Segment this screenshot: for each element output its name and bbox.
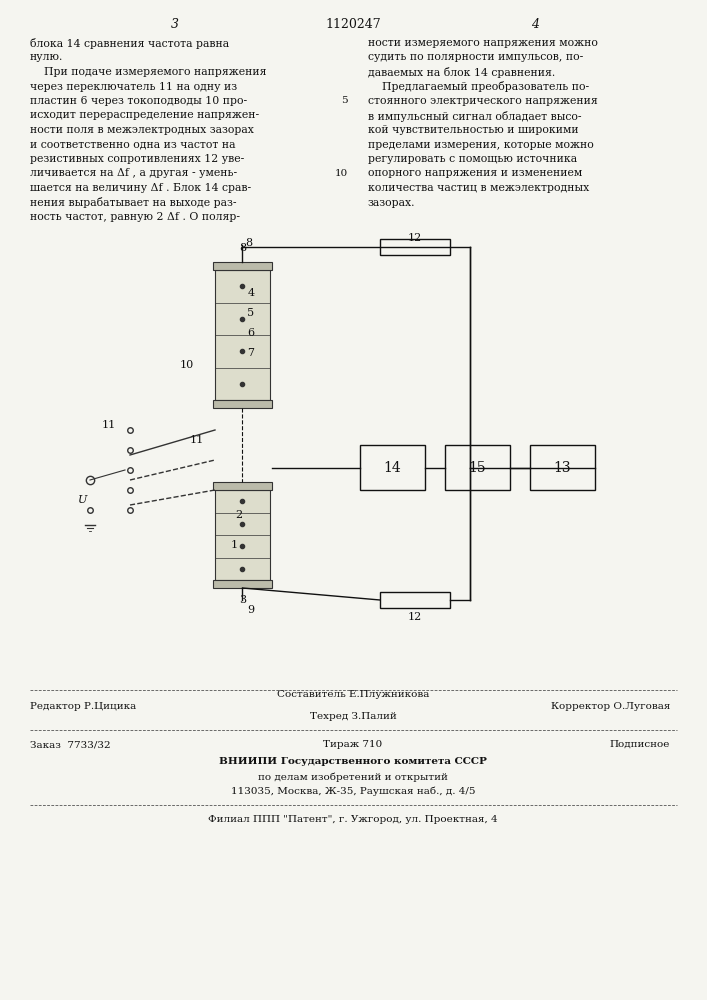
Bar [213,262,272,270]
Text: исходит перераспределение напряжен-: исходит перераспределение напряжен- [30,110,259,120]
Text: 1: 1 [230,540,238,550]
Text: через переключатель 11 на одну из: через переключатель 11 на одну из [30,82,237,92]
Text: Редактор Р.Цицика: Редактор Р.Цицика [30,702,136,711]
Bar [213,400,272,408]
Text: 12: 12 [408,233,422,243]
Text: нения вырабатывает на выходе раз-: нения вырабатывает на выходе раз- [30,198,237,209]
Text: даваемых на блок 14 сравнения.: даваемых на блок 14 сравнения. [368,67,555,78]
Text: Заказ  7733/32: Заказ 7733/32 [30,740,110,749]
Text: количества частиц в межэлектродных: количества частиц в межэлектродных [368,183,589,193]
Text: 7: 7 [247,348,255,358]
Text: ВНИИПИ Государственного комитета СССР: ВНИИПИ Государственного комитета СССР [219,757,487,766]
Text: 5: 5 [247,308,255,318]
Bar [215,490,270,580]
Text: 11: 11 [102,420,116,430]
Text: и соответственно одна из частот на: и соответственно одна из частот на [30,139,235,149]
Text: Тираж 710: Тираж 710 [323,740,382,749]
Text: ности поля в межэлектродных зазорах: ности поля в межэлектродных зазорах [30,125,254,135]
Bar [215,270,270,400]
Text: пределами измерения, которые можно: пределами измерения, которые можно [368,139,594,149]
Text: 4: 4 [531,18,539,31]
Text: Предлагаемый преобразователь по-: Предлагаемый преобразователь по- [368,82,589,93]
Text: U: U [78,495,88,505]
Text: нулю.: нулю. [30,52,64,62]
Text: 10: 10 [334,168,348,178]
Text: Составитель Е.Плужникова: Составитель Е.Плужникова [277,690,429,699]
Text: зазорах.: зазорах. [368,198,416,208]
Text: Подписное: Подписное [609,740,670,749]
Text: 5: 5 [341,96,348,105]
Text: 4: 4 [247,288,255,298]
Bar [445,445,510,490]
Text: кой чувствительностью и широкими: кой чувствительностью и широкими [368,125,578,135]
Text: судить по полярности импульсов, по-: судить по полярности импульсов, по- [368,52,583,62]
Text: 11: 11 [190,435,204,445]
Bar [380,592,450,608]
Bar [213,580,272,588]
Text: шается на величину Δf . Блок 14 срав-: шается на величину Δf . Блок 14 срав- [30,183,251,193]
Text: регулировать с помощью источника: регулировать с помощью источника [368,154,577,164]
Text: в импульсный сигнал обладает высо-: в импульсный сигнал обладает высо- [368,110,581,121]
Bar [380,239,450,255]
Text: личивается на Δf , а другая - умень-: личивается на Δf , а другая - умень- [30,168,237,178]
Text: 13: 13 [554,460,571,475]
Text: Корректор О.Луговая: Корректор О.Луговая [551,702,670,711]
Bar [530,445,595,490]
Text: 14: 14 [384,460,402,475]
Text: 12: 12 [408,612,422,622]
Text: 113035, Москва, Ж-35, Раушская наб., д. 4/5: 113035, Москва, Ж-35, Раушская наб., д. … [230,787,475,796]
Text: 9: 9 [247,605,255,615]
Text: 6: 6 [247,328,255,338]
Text: ности измеряемого напряжения можно: ности измеряемого напряжения можно [368,38,598,48]
Text: Филиал ППП "Патент", г. Ужгород, ул. Проектная, 4: Филиал ППП "Патент", г. Ужгород, ул. Про… [208,815,498,824]
Text: 15: 15 [469,460,486,475]
Text: 10: 10 [180,360,194,370]
Text: по делам изобретений и открытий: по делам изобретений и открытий [258,772,448,782]
Text: 1120247: 1120247 [325,18,381,31]
Text: резистивных сопротивлениях 12 уве-: резистивных сопротивлениях 12 уве- [30,154,244,164]
Bar [360,445,425,490]
Text: стоянного электрического напряжения: стоянного электрического напряжения [368,96,597,106]
Text: 3: 3 [171,18,179,31]
Text: 8: 8 [245,238,252,248]
Text: 3: 3 [239,595,246,605]
Text: опорного напряжения и изменением: опорного напряжения и изменением [368,168,583,178]
Text: 2: 2 [235,510,243,520]
Bar [213,482,272,490]
Text: Техред З.Палий: Техред З.Палий [310,712,397,721]
Text: пластин 6 через токоподводы 10 про-: пластин 6 через токоподводы 10 про- [30,96,247,106]
Text: При подаче измеряемого напряжения: При подаче измеряемого напряжения [30,67,267,77]
Text: ность частот, равную 2 Δf . O поляр-: ность частот, равную 2 Δf . O поляр- [30,212,240,222]
Text: блока 14 сравнения частота равна: блока 14 сравнения частота равна [30,38,229,49]
Text: 8: 8 [239,243,246,253]
